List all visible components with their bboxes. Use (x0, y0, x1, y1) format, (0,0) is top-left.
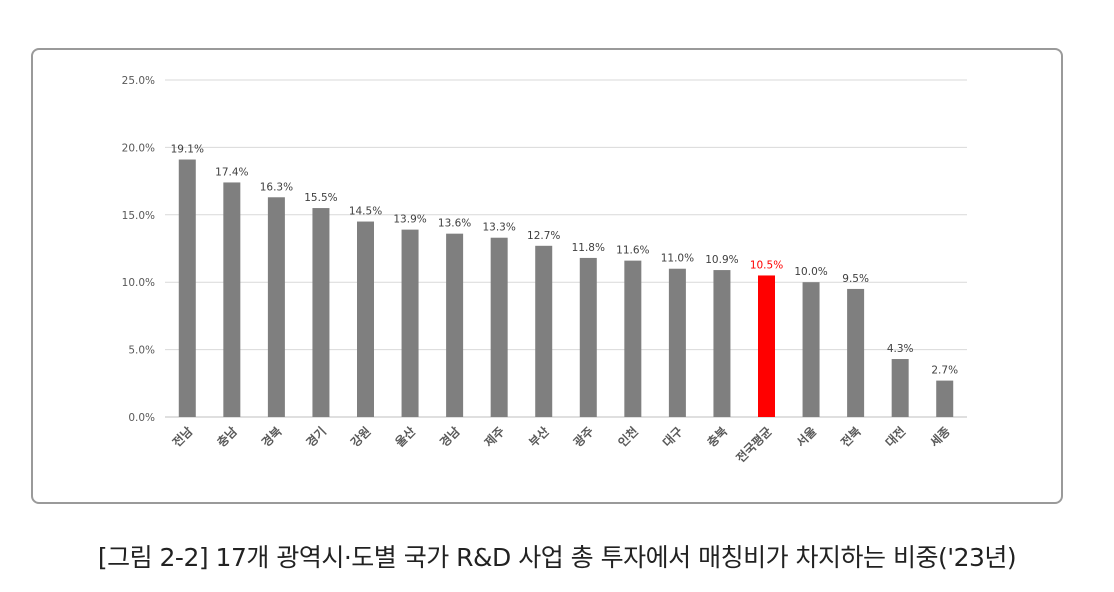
x-tick-label: 경남 (437, 424, 463, 450)
bar (357, 221, 374, 417)
data-label: 10.5% (750, 259, 783, 271)
bar (758, 275, 775, 417)
x-tick-label: 전북 (838, 424, 864, 450)
data-label: 9.5% (842, 273, 869, 285)
bar (446, 233, 464, 417)
bar (802, 282, 820, 417)
x-tick-label: 울산 (392, 424, 418, 450)
x-tick-label: 충북 (704, 424, 730, 450)
data-label: 12.7% (527, 230, 560, 242)
bar (891, 359, 909, 417)
y-tick-label: 25.0% (122, 75, 155, 87)
data-label: 13.3% (482, 222, 515, 234)
x-tick-label: 인천 (615, 424, 641, 450)
bar (713, 270, 731, 417)
data-label: 11.6% (616, 245, 649, 257)
x-tick-label: 서울 (793, 424, 819, 450)
bar (624, 260, 642, 417)
data-label: 13.9% (393, 214, 426, 226)
x-tick-label: 부산 (526, 424, 552, 450)
data-label: 10.9% (705, 254, 738, 266)
data-label: 2.7% (931, 365, 958, 377)
x-tick-label: 대구 (660, 424, 686, 450)
x-tick-label: 경기 (303, 424, 329, 450)
bar (535, 245, 553, 417)
bar (847, 288, 865, 417)
data-label: 15.5% (304, 192, 337, 204)
bar (579, 257, 597, 417)
data-label: 11.8% (572, 242, 605, 254)
x-tick-label: 충남 (214, 424, 240, 450)
x-tick-label: 전국평균 (733, 424, 775, 466)
x-tick-label: 제주 (482, 424, 508, 450)
data-label: 13.6% (438, 218, 471, 230)
x-tick-label: 강원 (348, 424, 374, 450)
x-tick-label: 경북 (259, 424, 285, 450)
x-tick-label: 전남 (169, 424, 195, 450)
x-tick-label: 세종 (927, 424, 953, 450)
bar (267, 197, 285, 417)
data-label: 19.1% (171, 144, 204, 156)
bar (490, 237, 508, 417)
bar (668, 268, 686, 417)
bar (401, 229, 419, 417)
x-tick-label: 광주 (570, 424, 596, 450)
data-label: 14.5% (349, 206, 382, 218)
bar (178, 159, 196, 418)
bar (312, 208, 330, 417)
y-tick-label: 15.0% (122, 210, 155, 222)
data-label: 11.0% (661, 253, 694, 265)
data-label: 16.3% (260, 181, 293, 193)
data-label: 4.3% (887, 343, 914, 355)
bar (936, 380, 954, 417)
y-tick-label: 10.0% (122, 277, 155, 289)
x-tick-label: 대전 (882, 424, 908, 450)
figure-caption: [그림 2-2] 17개 광역시·도별 국가 R&D 사업 총 투자에서 매칭비… (97, 543, 1017, 572)
data-label: 10.0% (794, 266, 827, 278)
y-tick-label: 5.0% (128, 345, 155, 357)
data-label: 17.4% (215, 166, 248, 178)
y-tick-label: 0.0% (128, 412, 155, 424)
y-tick-label: 20.0% (122, 142, 155, 154)
chart-frame (31, 48, 1063, 504)
bar (223, 182, 241, 417)
